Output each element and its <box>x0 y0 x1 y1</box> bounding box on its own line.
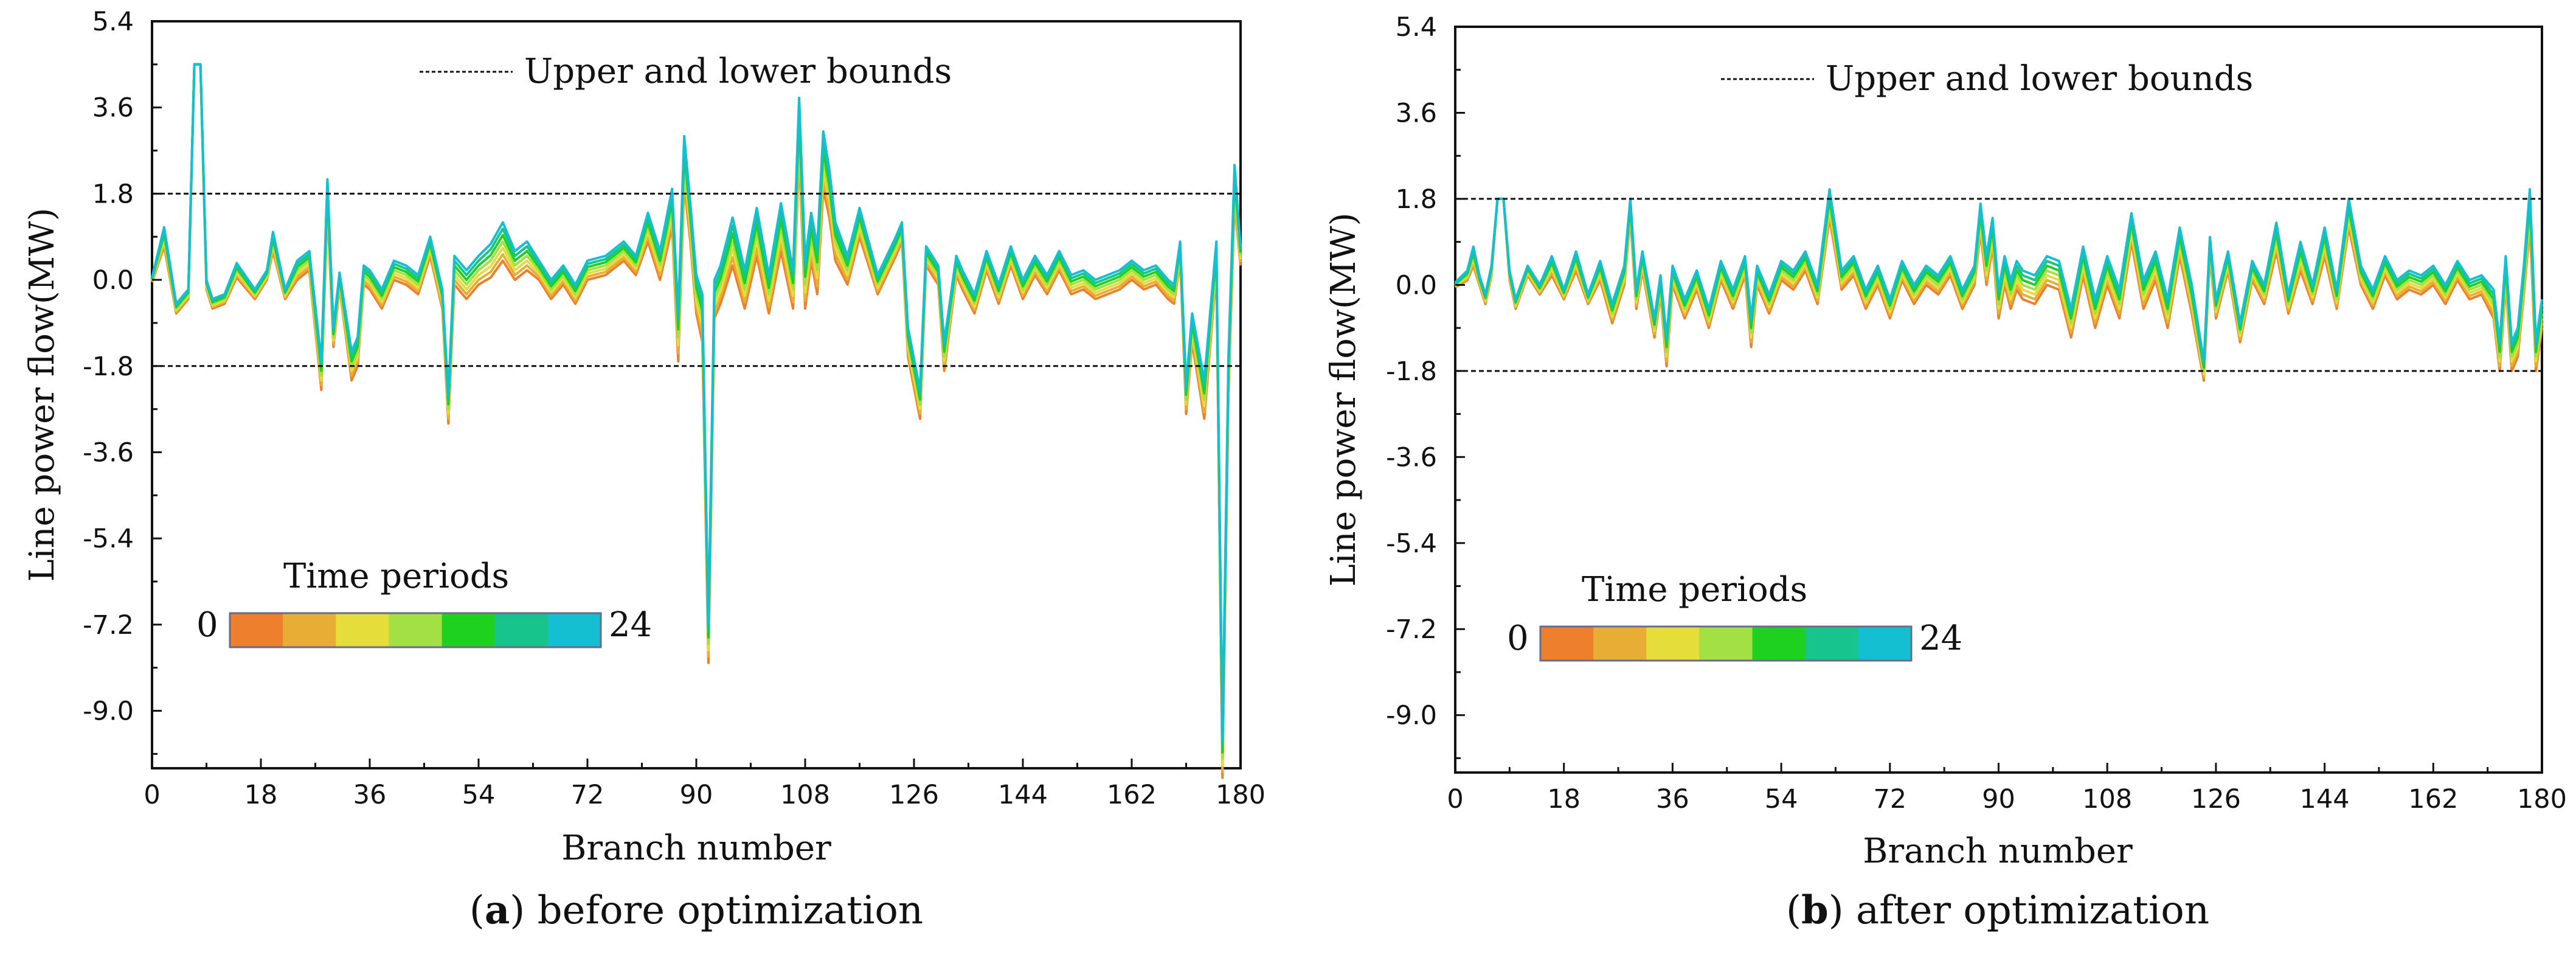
y-tick-label: 0.0 <box>1396 270 1437 300</box>
colorbar-swatches <box>1540 627 1912 661</box>
x-tick-label: 144 <box>2300 784 2350 814</box>
caption-b: (b) after optimization <box>1786 887 2209 933</box>
x-axis-title: Branch number <box>561 828 831 868</box>
series-line-period-3 <box>151 63 1242 760</box>
y-tick-label: -9.0 <box>1386 701 1437 731</box>
colorbar-swatch <box>230 613 283 647</box>
bounds-legend-label: Upper and lower bounds <box>1826 59 2253 99</box>
caption-letter: a <box>485 887 510 933</box>
y-tick-label: -9.0 <box>83 696 134 727</box>
x-tick-label: 108 <box>780 780 830 810</box>
x-tick-label: 72 <box>1873 784 1906 814</box>
colorbar-swatch <box>1646 627 1700 661</box>
y-tick-label: -3.6 <box>1386 442 1437 473</box>
colorbar-swatch <box>547 613 601 647</box>
x-tick-label: 126 <box>889 780 939 810</box>
caption-letter: b <box>1801 887 1829 933</box>
caption-body: before optimization <box>538 888 924 933</box>
series-line-period-4 <box>151 63 1242 754</box>
y-tick-label: -7.2 <box>1386 614 1437 645</box>
colorbar-swatch <box>283 613 336 647</box>
colorbar-min-label: 0 <box>196 605 218 645</box>
x-tick-label: 54 <box>1765 784 1798 814</box>
bounds-legend-label: Upper and lower bounds <box>524 52 952 91</box>
colorbar-swatch <box>1805 627 1859 661</box>
x-axis-title: Branch number <box>1863 832 2133 871</box>
colorbar-title: Time periods <box>283 557 509 596</box>
colorbar-swatch <box>1752 627 1806 661</box>
x-tick-label: 180 <box>1216 780 1265 810</box>
colorbar-swatch <box>1699 627 1753 661</box>
y-tick-label: 3.6 <box>92 93 134 123</box>
x-tick-label: 126 <box>2191 784 2241 814</box>
x-tick-label: 0 <box>144 780 160 810</box>
x-tick-label: 36 <box>353 780 387 810</box>
colorbar-swatch <box>1540 627 1594 661</box>
series-line-period-6 <box>1454 188 2543 363</box>
x-tick-label: 90 <box>680 780 713 810</box>
y-axis-title: Line power flow(MW) <box>1324 213 1363 587</box>
series-line-period-0 <box>151 63 1242 779</box>
y-tick-label: 1.8 <box>92 179 134 209</box>
y-tick-label: -1.8 <box>83 352 134 382</box>
x-ticks: 0 18 36 54 72 90 108 126 144 162 180 <box>1447 763 2567 814</box>
colorbar-swatch <box>336 613 389 647</box>
colorbar-max-label: 24 <box>609 605 652 645</box>
colorbar-swatch <box>389 613 443 647</box>
colorbar-min-label: 0 <box>1507 619 1529 658</box>
colorbar-swatch <box>441 613 496 647</box>
y-tick-label: 3.6 <box>1396 98 1437 128</box>
colorbar: Time periods 0 24 <box>1507 570 1962 662</box>
x-tick-label: 36 <box>1656 784 1689 814</box>
x-tick-label: 144 <box>998 780 1048 810</box>
series-line-period-6 <box>151 63 1242 741</box>
colorbar-swatch <box>1593 627 1647 661</box>
y-axis-title: Line power flow(MW) <box>23 208 62 582</box>
caption-a: (a) before optimization <box>469 887 923 933</box>
x-tick-label: 18 <box>1547 784 1581 814</box>
x-tick-label: 72 <box>571 780 604 810</box>
series-line-period-1 <box>151 63 1242 773</box>
y-ticks: 5.4 3.6 1.8 0.0 -1.8 -3.6 -5.4 -7.2 -9.0 <box>1386 12 1465 759</box>
x-tick-label: 162 <box>1107 780 1157 810</box>
bounds-legend: Upper and lower bounds <box>420 52 952 91</box>
series-line-period-5 <box>151 63 1242 748</box>
colorbar-title: Time periods <box>1582 570 1807 609</box>
x-tick-label: 162 <box>2408 784 2458 814</box>
y-tick-label: -1.8 <box>1386 356 1437 387</box>
panel-b: 0 18 36 54 72 90 108 126 144 162 180 5.4 3.6 1.8 0.0 -… <box>1324 12 2567 933</box>
y-ticks: 5.4 3.6 1.8 0.0 -1.8 -3.6 -5.4 -7.2 -9.0 <box>83 7 162 755</box>
bounds-group <box>1455 198 2542 372</box>
y-tick-label: 0.0 <box>92 265 134 296</box>
x-tick-label: 90 <box>1982 784 2015 814</box>
x-tick-label: 54 <box>462 780 496 810</box>
x-tick-label: 18 <box>244 780 278 810</box>
x-tick-label: 0 <box>1447 784 1463 814</box>
y-tick-label: -5.4 <box>1386 529 1437 559</box>
caption-body: after optimization <box>1856 888 2209 933</box>
colorbar-swatch <box>1858 627 1912 661</box>
y-tick-label: -3.6 <box>83 437 134 468</box>
colorbar-swatches <box>230 613 601 647</box>
y-tick-label: -7.2 <box>83 610 134 641</box>
series-line-period-2 <box>151 63 1242 766</box>
y-tick-label: -5.4 <box>83 524 134 554</box>
bounds-legend: Upper and lower bounds <box>1721 59 2253 99</box>
x-tick-label: 108 <box>2082 784 2132 814</box>
colorbar-swatch <box>494 613 549 647</box>
series-group <box>151 63 1242 779</box>
colorbar: Time periods 0 24 <box>196 557 652 648</box>
y-tick-label: 1.8 <box>1396 184 1437 215</box>
series-group <box>1454 188 2543 382</box>
plot-frame <box>151 20 1242 769</box>
colorbar-max-label: 24 <box>1919 619 1962 658</box>
y-tick-label: 5.4 <box>1396 12 1437 43</box>
y-tick-label: 5.4 <box>92 7 134 37</box>
x-tick-label: 180 <box>2517 784 2567 814</box>
panel-a: 0 18 36 54 72 90 108 126 144 162 180 5.4 3.6 1.8 0.0 -… <box>23 7 1265 933</box>
x-ticks: 0 18 36 54 72 90 108 126 144 162 180 <box>144 759 1265 810</box>
